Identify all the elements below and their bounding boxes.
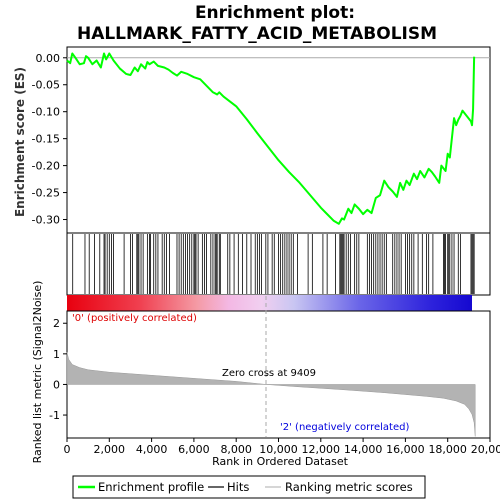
legend-box bbox=[72, 475, 426, 499]
chart-title-line1: Enrichment plot: bbox=[195, 3, 355, 23]
metric-y-tick-label: 2 bbox=[53, 317, 60, 330]
metric-y-tick-label: -1 bbox=[49, 409, 60, 422]
rank-colorbar bbox=[67, 295, 472, 311]
x-tick-label: 10,000 bbox=[259, 443, 298, 456]
metric-y-axis-label: Ranked list metric (Signal2Noise) bbox=[31, 281, 44, 464]
x-tick-label: 0 bbox=[64, 443, 71, 456]
x-tick-label: 14,000 bbox=[344, 443, 383, 456]
x-tick-label: 2,000 bbox=[94, 443, 126, 456]
zero-cross-label: Zero cross at 9409 bbox=[222, 368, 316, 379]
x-tick-label: 16,000 bbox=[386, 443, 425, 456]
metric-y-tick-label: 0 bbox=[53, 378, 60, 391]
x-tick-label: 6,000 bbox=[178, 443, 210, 456]
legend-label-enrichment: Enrichment profile bbox=[98, 480, 204, 494]
es-y-tick-label: -0.05 bbox=[32, 79, 60, 92]
x-tick-label: 20,000 bbox=[471, 443, 500, 456]
es-y-tick-label: -0.20 bbox=[32, 160, 60, 173]
metric-y-tick-label: 1 bbox=[53, 348, 60, 361]
negative-correlation-label: '2' (negatively correlated) bbox=[280, 422, 409, 433]
x-axis-group: 0 2,000 4,000 6,000 8,000 10,000 12,000 14,000 1… bbox=[64, 438, 500, 456]
ranking-metric-area bbox=[66, 352, 476, 437]
legend-label-metric: Ranking metric scores bbox=[285, 480, 413, 494]
hits-group bbox=[72, 234, 475, 294]
es-y-axis-label: Enrichment score (ES) bbox=[13, 67, 27, 217]
positive-correlation-label: '0' (positively correlated) bbox=[72, 313, 197, 324]
legend: Enrichment profile Hits Ranking metric s… bbox=[72, 475, 426, 499]
x-tick-label: 8,000 bbox=[220, 443, 252, 456]
es-y-tick-label: -0.25 bbox=[32, 187, 60, 200]
x-tick-label: 18,000 bbox=[428, 443, 467, 456]
x-tick-label: 4,000 bbox=[136, 443, 168, 456]
x-tick-label: 12,000 bbox=[302, 443, 341, 456]
chart-title-line2: HALLMARK_FATTY_ACID_METABOLISM bbox=[77, 24, 437, 44]
legend-label-hits: Hits bbox=[227, 480, 249, 494]
es-y-tick-label: -0.10 bbox=[32, 106, 60, 119]
es-y-tick-label: -0.15 bbox=[32, 133, 60, 146]
x-axis-label: Rank in Ordered Dataset bbox=[212, 455, 349, 468]
enrichment-profile-line bbox=[66, 52, 476, 225]
es-axis-group: 0.00 -0.05 -0.10 -0.15 -0.20 -0.25 -0.30 bbox=[32, 52, 490, 227]
es-y-tick-label: -0.30 bbox=[32, 214, 60, 227]
es-y-tick-label: 0.00 bbox=[36, 52, 61, 65]
metric-axis-group: 2 1 0 -1 bbox=[49, 296, 476, 437]
